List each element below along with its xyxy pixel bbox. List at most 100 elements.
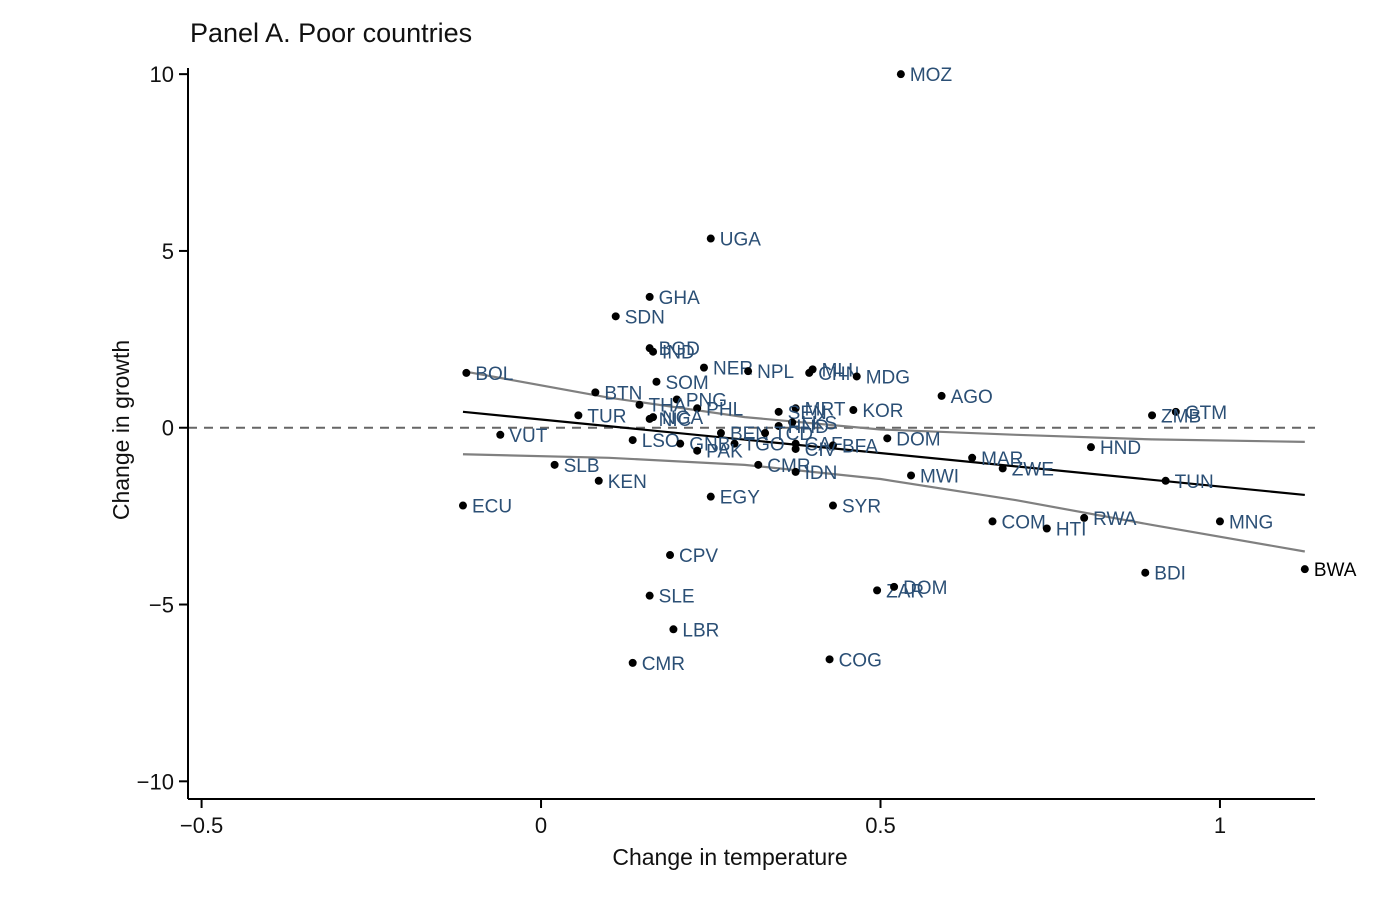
- point-label: EGY: [720, 488, 760, 509]
- data-point: [676, 439, 685, 448]
- point-label: MOZ: [910, 65, 953, 86]
- point-label: MAR: [981, 449, 1023, 470]
- point-label: CIV: [805, 440, 837, 461]
- point-label: PAK: [706, 442, 743, 463]
- point-label: RWA: [1093, 509, 1137, 530]
- point-label: BFA: [842, 436, 878, 457]
- y-tick-label: 10: [150, 62, 174, 87]
- point-label: NGA: [662, 408, 704, 429]
- data-point: [645, 591, 654, 600]
- point-label: MRT: [805, 399, 846, 420]
- point-label: NER: [713, 359, 753, 380]
- point-label: CAF: [805, 435, 843, 456]
- point-label: BGD: [659, 339, 700, 360]
- data-point: [788, 418, 797, 427]
- point-label: HND: [1100, 438, 1141, 459]
- data-point: [896, 70, 905, 79]
- data-point: [883, 434, 892, 443]
- data-point: [649, 347, 658, 356]
- x-tick-label: −0.5: [180, 813, 223, 838]
- data-point: [462, 368, 471, 377]
- data-point: [458, 501, 467, 510]
- data-point: [805, 368, 814, 377]
- point-label: TCD: [774, 424, 813, 445]
- data-point: [968, 453, 977, 462]
- data-point: [754, 460, 763, 469]
- data-point: [1300, 565, 1309, 574]
- ci-upper-line: [462, 370, 1305, 443]
- point-label: MWI: [920, 466, 959, 487]
- point-label: CPV: [679, 546, 718, 567]
- data-point: [791, 444, 800, 453]
- point-label: THA: [648, 396, 686, 417]
- data-point: [744, 367, 753, 376]
- data-point: [628, 436, 637, 445]
- point-label: BDI: [1154, 564, 1186, 585]
- x-axis-label: Change in temperature: [612, 844, 847, 870]
- data-point: [988, 517, 997, 526]
- y-axis-label: Change in growth: [108, 340, 134, 520]
- data-point: [1080, 513, 1089, 522]
- data-point: [594, 476, 603, 485]
- data-point: [666, 551, 675, 560]
- data-point: [645, 414, 654, 423]
- point-label: COM: [1002, 512, 1046, 533]
- point-label: SLB: [564, 456, 600, 477]
- point-label: MDG: [866, 367, 910, 388]
- y-tick-label: 5: [162, 239, 174, 264]
- point-label: LSO: [642, 431, 680, 452]
- data-point: [1141, 568, 1150, 577]
- point-label: KOR: [862, 401, 903, 422]
- data-point: [550, 460, 559, 469]
- y-tick-label: −10: [137, 769, 174, 794]
- point-label: SEN: [788, 403, 827, 424]
- point-label: SLE: [659, 587, 695, 608]
- data-point: [496, 430, 505, 439]
- data-point: [825, 655, 834, 664]
- point-label: IDN: [805, 463, 838, 484]
- data-point: [852, 372, 861, 381]
- ci-lower-line: [462, 453, 1306, 553]
- point-label: KEN: [608, 472, 647, 493]
- point-label: CMR: [642, 654, 685, 675]
- y-tick-label: 0: [162, 416, 174, 441]
- point-label: ECU: [472, 497, 512, 518]
- point-label: GTM: [1185, 403, 1227, 424]
- point-label: HTI: [1056, 520, 1087, 541]
- point-label: ZMB: [1161, 406, 1201, 427]
- data-point: [890, 582, 899, 591]
- data-point: [791, 404, 800, 413]
- data-point: [1148, 411, 1157, 420]
- data-point: [873, 586, 882, 595]
- point-label: UGA: [720, 230, 762, 251]
- point-label: LBR: [682, 620, 719, 641]
- data-point: [828, 441, 837, 450]
- data-point: [693, 446, 702, 455]
- data-point: [774, 407, 783, 416]
- point-label: DOM: [903, 578, 947, 599]
- data-point: [730, 439, 739, 448]
- point-label: TUR: [587, 406, 626, 427]
- data-point: [652, 377, 661, 386]
- data-point: [574, 411, 583, 420]
- data-point: [706, 234, 715, 243]
- point-label: CHN: [818, 364, 859, 385]
- point-label: ZWE: [1012, 459, 1054, 480]
- point-label: IND: [662, 343, 695, 364]
- data-point: [791, 467, 800, 476]
- point-label: BOL: [475, 364, 513, 385]
- point-label: COG: [839, 650, 882, 671]
- data-point: [998, 464, 1007, 473]
- x-tick-label: 1: [1214, 813, 1226, 838]
- point-label: BEN: [730, 424, 769, 445]
- x-tick-label: 0: [535, 813, 547, 838]
- data-point: [693, 404, 702, 413]
- point-label: NIC: [659, 410, 692, 431]
- data-point: [774, 421, 783, 430]
- data-point: [1086, 443, 1095, 452]
- data-point: [591, 388, 600, 397]
- chart-title: Panel A. Poor countries: [190, 18, 473, 48]
